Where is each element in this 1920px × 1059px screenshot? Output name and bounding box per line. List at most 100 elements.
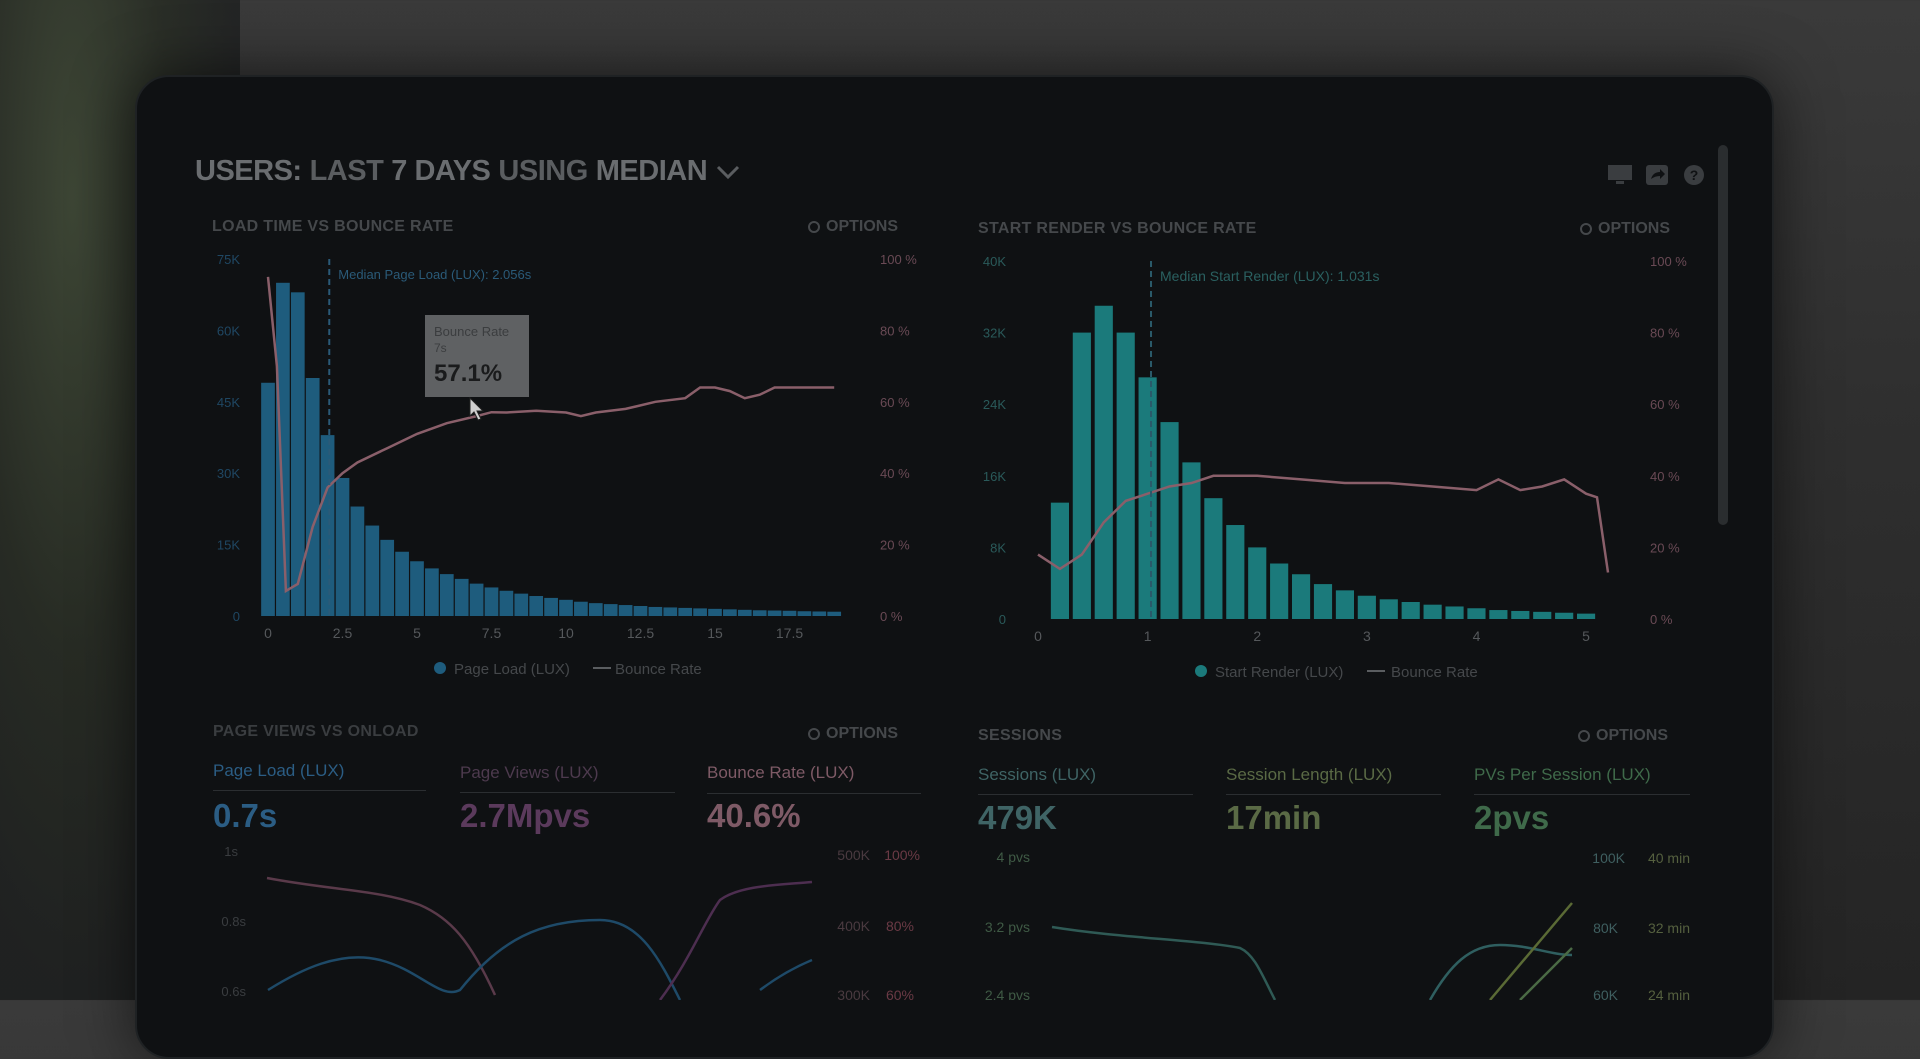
bar[interactable] [574, 601, 588, 616]
bar[interactable] [454, 578, 469, 616]
bar[interactable] [1182, 462, 1201, 619]
bar[interactable] [1467, 608, 1486, 619]
metric-label-pvs-per-session[interactable]: PVs Per Session (LUX) [1474, 765, 1651, 784]
bar[interactable] [1292, 574, 1311, 619]
bar[interactable] [1050, 502, 1069, 619]
bar[interactable] [1511, 610, 1530, 619]
dashboard-screen: USERS: LAST 7 DAYS USING MEDIAN ? LOAD T… [195, 145, 1728, 1000]
bar[interactable] [782, 610, 797, 616]
bar[interactable] [603, 604, 618, 616]
bar[interactable] [1379, 599, 1398, 619]
bar[interactable] [484, 587, 499, 616]
sessions-options-button[interactable]: OPTIONS [1578, 727, 1668, 745]
help-icon[interactable]: ? [1683, 164, 1707, 186]
axis-tick-label: 20 % [880, 538, 910, 553]
load-time-chart: 75K 60K 45K 30K 15K 0 100 % 80 % 60 % 40 % 20 % 0 %… [217, 252, 917, 678]
bar[interactable] [648, 606, 663, 616]
panel-title-load-time: LOAD TIME VS BOUNCE RATE [212, 218, 454, 235]
bar[interactable] [1445, 606, 1464, 619]
bar[interactable] [1270, 563, 1289, 619]
load-time-options-button[interactable]: OPTIONS [808, 218, 898, 236]
bar[interactable] [544, 597, 558, 616]
bar[interactable] [737, 609, 752, 616]
bar[interactable] [1401, 601, 1420, 619]
start-render-options-button[interactable]: OPTIONS [1580, 220, 1670, 238]
bar[interactable] [514, 593, 529, 616]
bar[interactable] [827, 611, 842, 616]
monitor-icon[interactable] [1607, 164, 1632, 186]
bar[interactable] [1204, 498, 1223, 619]
bar[interactable] [1577, 613, 1596, 619]
bar[interactable] [1357, 595, 1376, 619]
bar[interactable] [439, 574, 454, 616]
page-views-chart: 1s 0.8s 0.6s 500K 400K 300K 100% 80% 60% [221, 844, 920, 1000]
tooltip-sub: 7s [434, 341, 447, 355]
bar[interactable] [410, 561, 424, 616]
bar[interactable] [1533, 611, 1552, 619]
metric-value-page-views: 2.7Mpvs [460, 797, 591, 834]
bar[interactable] [350, 506, 365, 616]
bar[interactable] [320, 435, 335, 616]
bar[interactable] [1138, 377, 1157, 619]
bar[interactable] [767, 610, 782, 616]
metric-label-bounce-rate[interactable]: Bounce Rate (LUX) [707, 763, 855, 782]
bar[interactable] [797, 611, 812, 616]
bar[interactable] [1248, 547, 1267, 619]
bar[interactable] [618, 605, 633, 616]
bar[interactable] [1160, 422, 1179, 619]
chevron-down-icon[interactable] [715, 159, 741, 185]
bar[interactable] [693, 608, 707, 616]
metric-label-page-load[interactable]: Page Load (LUX) [213, 761, 345, 780]
bar[interactable] [752, 610, 767, 616]
bar[interactable] [395, 551, 409, 616]
bar[interactable] [559, 599, 573, 616]
share-icon[interactable] [1645, 164, 1669, 186]
x-tick-label: 3 [1363, 628, 1371, 644]
bar[interactable] [261, 382, 275, 616]
scrollbar[interactable] [1718, 145, 1728, 525]
bar[interactable] [1555, 612, 1574, 619]
legend-bounce-rate: Bounce Rate [615, 661, 702, 678]
page-views-options-button[interactable]: OPTIONS [808, 725, 898, 743]
axis-tick-label: 24K [983, 397, 1006, 412]
bar[interactable] [305, 378, 320, 616]
panel-title-start-render: START RENDER VS BOUNCE RATE [978, 220, 1257, 237]
bar[interactable] [708, 608, 722, 616]
bar[interactable] [588, 603, 603, 616]
tooltip-label: Bounce Rate [434, 324, 509, 339]
bar[interactable] [469, 583, 484, 616]
bar[interactable] [365, 525, 380, 616]
metric-label-page-views[interactable]: Page Views (LUX) [460, 763, 599, 782]
bar[interactable] [1489, 610, 1508, 619]
bar[interactable] [1313, 584, 1333, 619]
page-views-series [658, 880, 813, 1000]
bar[interactable] [1094, 305, 1113, 619]
bar[interactable] [1423, 604, 1442, 619]
bar[interactable] [1116, 332, 1135, 619]
bar[interactable] [1226, 525, 1245, 619]
metric-label-session-length[interactable]: Session Length (LUX) [1226, 765, 1393, 784]
bar[interactable] [678, 607, 693, 616]
y-tick: 300K [837, 987, 870, 1000]
bar[interactable] [425, 568, 439, 616]
bar[interactable] [812, 611, 827, 616]
bar[interactable] [529, 596, 544, 616]
bar[interactable] [663, 607, 678, 616]
divider [213, 790, 426, 791]
legend: Page Load (LUX) Bounce Rate [434, 661, 702, 678]
bar[interactable] [499, 590, 514, 616]
page-title[interactable]: USERS: LAST 7 DAYS USING MEDIAN [195, 155, 741, 188]
bar[interactable] [290, 292, 305, 616]
bar[interactable] [276, 282, 290, 616]
sessions-series [1428, 943, 1573, 1000]
bar[interactable] [723, 609, 737, 616]
bar[interactable] [1335, 590, 1354, 619]
axis-tick-label: 40K [983, 254, 1006, 269]
bar[interactable] [380, 539, 395, 616]
y-tick: 400K [837, 918, 870, 934]
bar[interactable] [633, 606, 648, 616]
y-tick: 0.6s [221, 984, 246, 999]
metric-label-sessions[interactable]: Sessions (LUX) [978, 765, 1097, 784]
y-tick: 100% [884, 847, 920, 863]
bar[interactable] [335, 477, 350, 616]
